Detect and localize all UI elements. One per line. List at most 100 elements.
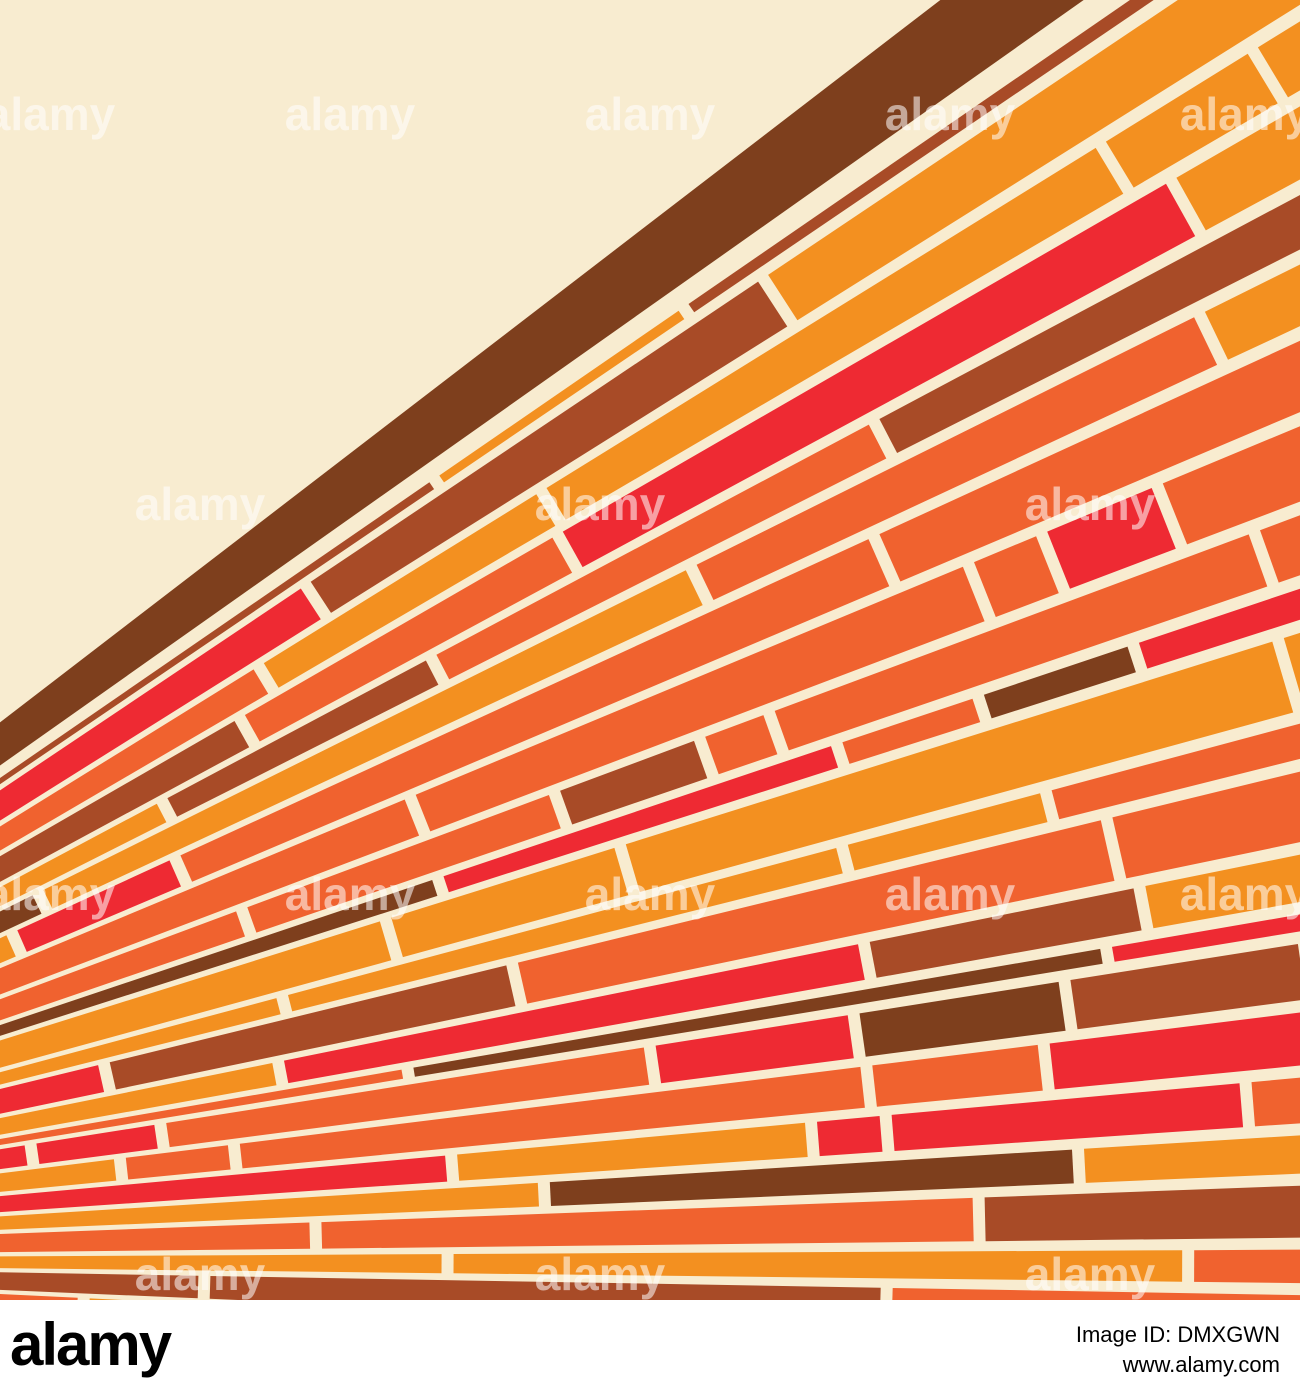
stripe [891, 1083, 1244, 1151]
stripe [768, 0, 1300, 321]
stripe [0, 1155, 448, 1213]
stripe [1260, 515, 1300, 583]
stripe [879, 340, 1300, 582]
stripe [562, 183, 1196, 568]
stripe [109, 965, 516, 1090]
stripe [688, 0, 1154, 313]
watermark: alamy [585, 868, 716, 920]
watermark: alamy [585, 88, 716, 140]
watermark: alamy [885, 88, 1016, 140]
logo: alamy [10, 1311, 172, 1378]
stripe [321, 1197, 974, 1249]
stripe [1084, 1135, 1300, 1183]
stripe [247, 795, 561, 933]
stripe [842, 698, 981, 764]
stripe [1138, 588, 1300, 669]
watermark: alamy [285, 868, 416, 920]
stripe [310, 281, 788, 613]
stripe [1194, 1249, 1300, 1284]
footer: alamy Image ID: DMXGWN www.alamy.com [0, 1300, 1300, 1390]
stripe [0, 1294, 78, 1300]
watermark: alamy [1180, 868, 1300, 920]
stripe [415, 566, 985, 832]
stripe [0, 1065, 105, 1114]
stripe [696, 317, 1218, 600]
watermarks: alamy alamy alamy alamy alamy alamy alamy alamy… [0, 88, 1300, 1300]
stripe [0, 1145, 28, 1170]
stripe [36, 1124, 158, 1164]
stripe [0, 880, 438, 1036]
watermark: alamy [1180, 88, 1300, 140]
stripe [892, 1288, 1300, 1300]
stripe [0, 1272, 199, 1299]
stripe [1204, 264, 1300, 360]
stripe [413, 948, 1103, 1077]
stripe [0, 588, 321, 821]
image-id-label: Image ID: [1075, 1322, 1172, 1347]
image-meta: Image ID: DMXGWN www.alamy.com [1076, 1320, 1280, 1380]
stripe [774, 534, 1268, 751]
stripe [869, 888, 1142, 978]
stripe [517, 820, 1115, 1004]
watermark: alamy [1025, 478, 1156, 530]
image-id-value: DMXGWN [1177, 1322, 1280, 1347]
stripe [847, 793, 1048, 871]
stripe [1283, 632, 1300, 694]
stripe [239, 1066, 865, 1169]
stripe [1251, 1077, 1300, 1127]
stripe [1051, 723, 1300, 820]
stripe [546, 147, 1124, 520]
stripe [1112, 771, 1300, 879]
stripe [453, 1250, 1183, 1282]
stripe [0, 721, 250, 882]
watermark: alamy [0, 868, 116, 920]
stripe [0, 911, 245, 1021]
stripes [0, 0, 1300, 1300]
stripe [0, 1254, 442, 1274]
stripe [89, 1298, 123, 1300]
stripe [983, 646, 1136, 719]
watermark: alamy [285, 88, 416, 140]
stripe [0, 935, 16, 964]
url: www.alamy.com [1122, 1352, 1280, 1377]
stripe [0, 1182, 539, 1230]
stripe [391, 847, 629, 958]
stripe [166, 1047, 650, 1148]
stripe [549, 1149, 1074, 1206]
stripe [0, 1159, 117, 1192]
stripe [0, 895, 42, 934]
stripe [209, 1276, 881, 1300]
stripe [705, 715, 778, 775]
stripe [457, 1122, 808, 1181]
stripe [0, 1063, 277, 1135]
watermark: alamy [135, 1248, 266, 1300]
stripe [180, 539, 890, 882]
stripe [0, 669, 269, 851]
stripe [263, 494, 556, 688]
stripe [0, 1069, 404, 1146]
stripe [125, 1145, 231, 1180]
watermark: alamy [0, 88, 116, 140]
watermark: alamy [535, 1248, 666, 1300]
stripe [0, 998, 281, 1085]
stripe [974, 536, 1059, 617]
stripe [1176, 106, 1300, 231]
stripe [859, 981, 1066, 1057]
stripe [0, 921, 392, 1068]
image-id: Image ID: DMXGWN [1076, 1320, 1280, 1350]
stripe [655, 1015, 854, 1084]
stripe [1105, 53, 1278, 188]
stripe [1145, 854, 1300, 929]
stripe [0, 803, 167, 907]
stripe [817, 1116, 883, 1157]
stripe [1049, 1012, 1300, 1090]
watermark: alamy [535, 478, 666, 530]
stripe [1070, 944, 1300, 1030]
stripe [0, 799, 420, 995]
stripe [872, 1044, 1043, 1107]
stripe [284, 944, 865, 1084]
stripe [1112, 914, 1300, 962]
stripe [43, 570, 703, 909]
stripe [0, 482, 435, 785]
stripe [560, 740, 708, 825]
